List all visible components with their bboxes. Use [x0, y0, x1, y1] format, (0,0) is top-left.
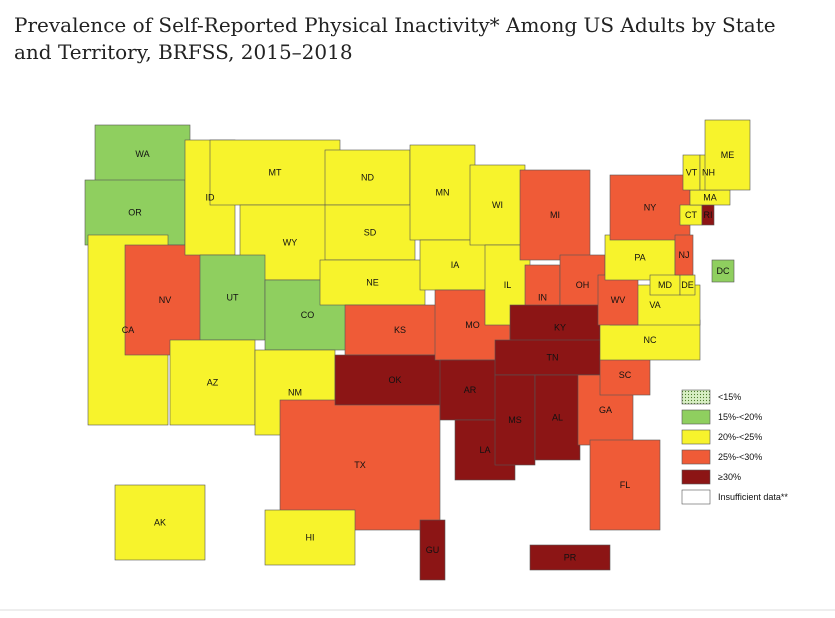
state-label: WV — [611, 295, 626, 305]
state-label: NJ — [679, 250, 690, 260]
state-label: NC — [644, 335, 657, 345]
state — [324, 204, 416, 261]
legend-swatch — [681, 469, 711, 485]
state — [519, 169, 591, 261]
state — [209, 139, 341, 206]
state-label: NE — [366, 278, 379, 288]
legend-swatch — [681, 429, 711, 445]
state-label: VA — [649, 300, 660, 310]
state — [599, 319, 701, 361]
state-label: AL — [552, 413, 563, 423]
state-label: IL — [504, 280, 512, 290]
state-label: MN — [436, 188, 450, 198]
state-label: TN — [547, 353, 559, 363]
state-label: IN — [538, 293, 547, 303]
state — [469, 164, 526, 246]
legend-swatch — [681, 449, 711, 465]
legend-swatch — [681, 409, 711, 425]
state-label: NV — [159, 295, 172, 305]
state — [589, 439, 661, 531]
state-label: IA — [451, 260, 460, 270]
state-label: OK — [388, 375, 401, 385]
state-label: MA — [703, 193, 717, 203]
state-label: CT — [685, 210, 697, 220]
state — [599, 354, 651, 396]
state-label: SD — [364, 228, 377, 238]
state — [334, 354, 456, 406]
state-label: NM — [288, 388, 302, 398]
legend-swatch — [681, 389, 711, 405]
state — [409, 144, 476, 241]
state-label: ID — [206, 193, 216, 203]
state-label: LA — [479, 445, 490, 455]
state-label: NY — [644, 203, 657, 213]
state-label: KS — [394, 325, 406, 335]
state-label: PA — [634, 253, 645, 263]
state-label: DE — [681, 280, 694, 290]
state — [124, 244, 206, 356]
state-label: WY — [283, 238, 298, 248]
legend-label: 20%-<25% — [718, 432, 762, 442]
state — [494, 374, 536, 466]
state-label: MI — [550, 210, 560, 220]
state-label: CA — [122, 325, 135, 335]
state-label: CO — [301, 310, 315, 320]
state-label: ND — [361, 173, 374, 183]
legend-label: 25%-<30% — [718, 452, 762, 462]
state-label: AZ — [207, 378, 219, 388]
state — [419, 519, 446, 581]
state — [279, 399, 441, 531]
state-label: MT — [269, 168, 282, 178]
state — [419, 239, 491, 291]
state-label: SC — [619, 370, 632, 380]
state-label: PR — [564, 553, 577, 563]
state-label: HI — [306, 533, 315, 543]
legend-label: <15% — [718, 392, 741, 402]
state-label: AK — [154, 518, 166, 528]
state — [169, 339, 256, 426]
state-label: ME — [721, 150, 735, 160]
state — [597, 274, 639, 326]
legend-label: 15%-<20% — [718, 412, 762, 422]
state-label: UT — [227, 293, 239, 303]
state-label: AR — [464, 385, 477, 395]
state — [534, 374, 581, 461]
state-label: GA — [599, 405, 612, 415]
state — [439, 359, 501, 421]
state — [674, 234, 694, 276]
state — [319, 259, 426, 306]
state — [704, 119, 751, 191]
legend-swatch — [681, 489, 711, 505]
state-label: KY — [554, 323, 566, 333]
state — [324, 149, 411, 206]
state-label: MO — [465, 320, 480, 330]
legend-label: Insufficient data** — [718, 492, 788, 502]
state-label: OH — [576, 280, 590, 290]
state — [114, 484, 206, 561]
state-label: GU — [426, 545, 440, 555]
state-label: OR — [128, 208, 142, 218]
state-label: WI — [492, 200, 503, 210]
state-label: WA — [135, 149, 149, 159]
state — [529, 544, 611, 571]
state-label: TX — [354, 460, 366, 470]
map-title: Prevalence of Self-Reported Physical Ina… — [14, 13, 776, 64]
state-label: VT — [686, 168, 698, 178]
state-label: NH — [702, 168, 715, 178]
state-label: RI — [704, 210, 713, 220]
state — [609, 174, 691, 241]
state-label: MD — [658, 280, 672, 290]
state — [264, 509, 356, 566]
state-label: DC — [717, 266, 730, 276]
state — [711, 259, 735, 283]
state-label: MS — [508, 415, 522, 425]
state — [84, 179, 186, 246]
state — [199, 254, 266, 341]
state-label: FL — [620, 480, 631, 490]
legend-label: ≥30% — [718, 472, 741, 482]
